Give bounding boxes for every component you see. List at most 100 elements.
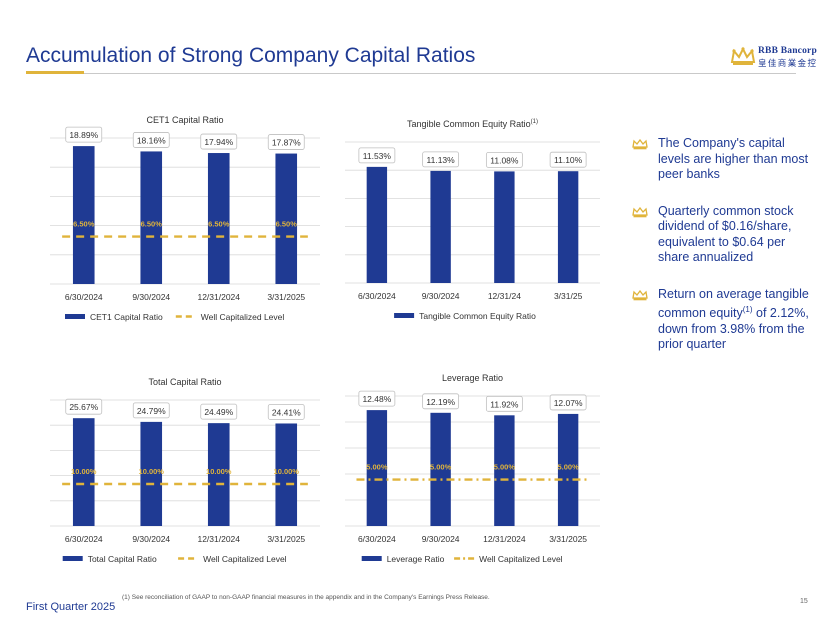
data-label: 17.87% bbox=[272, 138, 301, 148]
bar bbox=[140, 421, 163, 526]
threshold-label: 10.00% bbox=[139, 467, 165, 476]
legend-swatch bbox=[62, 556, 83, 561]
data-label: 12.48% bbox=[362, 394, 391, 404]
legend-item: Leverage Ratio bbox=[361, 554, 445, 564]
bar bbox=[275, 423, 298, 526]
title-divider bbox=[26, 73, 796, 74]
category-label: 6/30/2024 bbox=[65, 534, 103, 544]
data-label: 11.10% bbox=[554, 155, 583, 165]
logo-chinese: 皇佳商業金控 bbox=[758, 58, 818, 68]
footnote: (1) See reconciliation of GAAP to non-GA… bbox=[122, 594, 490, 601]
chart-title: Leverage Ratio bbox=[442, 373, 503, 383]
legend-swatch bbox=[65, 314, 85, 319]
bar bbox=[140, 151, 163, 284]
tce-chart-svg: Tangible Common Equity Ratio (1) 11.53% 6/3… bbox=[345, 119, 600, 321]
footnote-marker: (1) bbox=[531, 119, 538, 125]
bullet-return-on-equity: Return on average tangible common equity… bbox=[632, 287, 818, 353]
data-label: 11.53% bbox=[363, 151, 392, 161]
category-label: 6/30/2024 bbox=[65, 292, 103, 302]
threshold-label: 5.00% bbox=[366, 463, 388, 472]
data-label: 17.94% bbox=[204, 137, 233, 147]
legend-label: Well Capitalized Level bbox=[203, 554, 287, 564]
legend-item: Well Capitalized Level bbox=[454, 554, 563, 564]
legend-swatch bbox=[394, 313, 415, 318]
data-label-box bbox=[485, 395, 523, 412]
bar bbox=[366, 166, 388, 283]
data-label: 18.16% bbox=[137, 135, 166, 145]
crown-bullet-icon bbox=[632, 206, 648, 217]
company-logo: RBB Bancorp 皇佳商業金控 bbox=[730, 44, 817, 70]
bullet-dividend: Quarterly common stock dividend of $0.16… bbox=[632, 204, 818, 266]
threshold-label: 5.00% bbox=[557, 463, 579, 472]
legend-label: Total Capital Ratio bbox=[88, 554, 157, 564]
key-points-list: The Company's capital levels are higher … bbox=[632, 136, 818, 374]
legend-item: CET1 Capital Ratio bbox=[65, 312, 163, 322]
category-label: 12/31/2024 bbox=[197, 534, 240, 544]
data-label-box bbox=[132, 402, 170, 419]
total-capital-ratio-chart: Total Capital Ratio 25.67% 6/30/2024 24.79%… bbox=[40, 374, 330, 574]
category-label: 12/31/2024 bbox=[483, 534, 526, 544]
legend-label: Well Capitalized Level bbox=[479, 554, 563, 564]
bar bbox=[557, 413, 579, 526]
data-label-box bbox=[267, 134, 305, 150]
threshold-label: 6.50% bbox=[141, 220, 163, 229]
legend-label: Leverage Ratio bbox=[387, 554, 445, 564]
bar bbox=[207, 423, 230, 526]
category-label: 6/30/2024 bbox=[358, 534, 396, 544]
bar bbox=[72, 418, 95, 526]
legend-item: Well Capitalized Level bbox=[178, 554, 287, 564]
threshold-label: 10.00% bbox=[71, 467, 97, 476]
data-label-box bbox=[65, 398, 103, 415]
bar bbox=[72, 146, 95, 284]
data-label: 12.07% bbox=[554, 398, 583, 408]
legend-item: Total Capital Ratio bbox=[62, 554, 157, 564]
legend-label: CET1 Capital Ratio bbox=[90, 312, 163, 322]
data-label: 11.13% bbox=[427, 155, 456, 165]
category-label: 3/31/25 bbox=[554, 291, 583, 301]
bullet-text: Quarterly common stock dividend of $0.16… bbox=[658, 203, 794, 265]
crown-icon bbox=[730, 46, 756, 65]
category-label: 9/30/2024 bbox=[422, 534, 460, 544]
bar bbox=[430, 170, 451, 283]
data-label-box bbox=[200, 403, 238, 420]
category-label: 6/30/2024 bbox=[358, 291, 396, 301]
threshold-label: 10.00% bbox=[274, 467, 300, 476]
cet1-capital-ratio-chart: CET1 Capital Ratio 18.89% 6/30/2024 18.16% 9… bbox=[40, 112, 330, 332]
data-label: 11.92% bbox=[490, 399, 519, 409]
legend-item: Well Capitalized Level bbox=[175, 312, 285, 322]
data-label-box bbox=[549, 394, 587, 411]
data-label-box bbox=[267, 404, 305, 420]
data-label-box bbox=[485, 152, 523, 168]
page-number: 15 bbox=[800, 598, 808, 605]
chart-title: CET1 Capital Ratio bbox=[146, 115, 223, 125]
data-label-box bbox=[132, 132, 170, 148]
data-label: 24.79% bbox=[137, 406, 166, 416]
threshold-label: 5.00% bbox=[494, 463, 516, 472]
bar bbox=[275, 153, 298, 284]
bullet-text: The Company's capital levels are higher … bbox=[658, 136, 809, 181]
data-label-box bbox=[422, 393, 460, 410]
bar bbox=[557, 171, 579, 283]
category-label: 3/31/2025 bbox=[267, 534, 305, 544]
data-label-box bbox=[65, 126, 103, 143]
threshold-label: 10.00% bbox=[206, 467, 232, 476]
data-label: 12.19% bbox=[426, 397, 455, 407]
chart-title: Total Capital Ratio bbox=[148, 377, 221, 387]
category-label: 9/30/2024 bbox=[132, 534, 170, 544]
crown-bullet-icon bbox=[632, 289, 648, 300]
leverage-ratio-chart: Leverage Ratio 12.48% 6/30/2024 12.19% 9/30/… bbox=[335, 370, 610, 574]
data-label-box bbox=[200, 133, 238, 150]
threshold-label: 6.50% bbox=[276, 220, 298, 229]
tangible-common-equity-ratio-chart: Tangible Common Equity Ratio (1) 11.53% 6/3… bbox=[335, 116, 610, 331]
bar bbox=[494, 171, 515, 283]
data-label-box bbox=[358, 147, 396, 164]
legend-label: Well Capitalized Level bbox=[201, 312, 285, 322]
footnote-marker: (1) bbox=[742, 305, 753, 314]
data-label-box bbox=[549, 151, 587, 168]
data-label-box bbox=[358, 390, 396, 407]
category-label: 9/30/2024 bbox=[422, 291, 460, 301]
category-label: 12/31/2024 bbox=[197, 292, 240, 302]
legend-swatch bbox=[361, 556, 382, 561]
threshold-label: 6.50% bbox=[73, 220, 95, 229]
legend-label: Tangible Common Equity Ratio bbox=[419, 311, 536, 321]
